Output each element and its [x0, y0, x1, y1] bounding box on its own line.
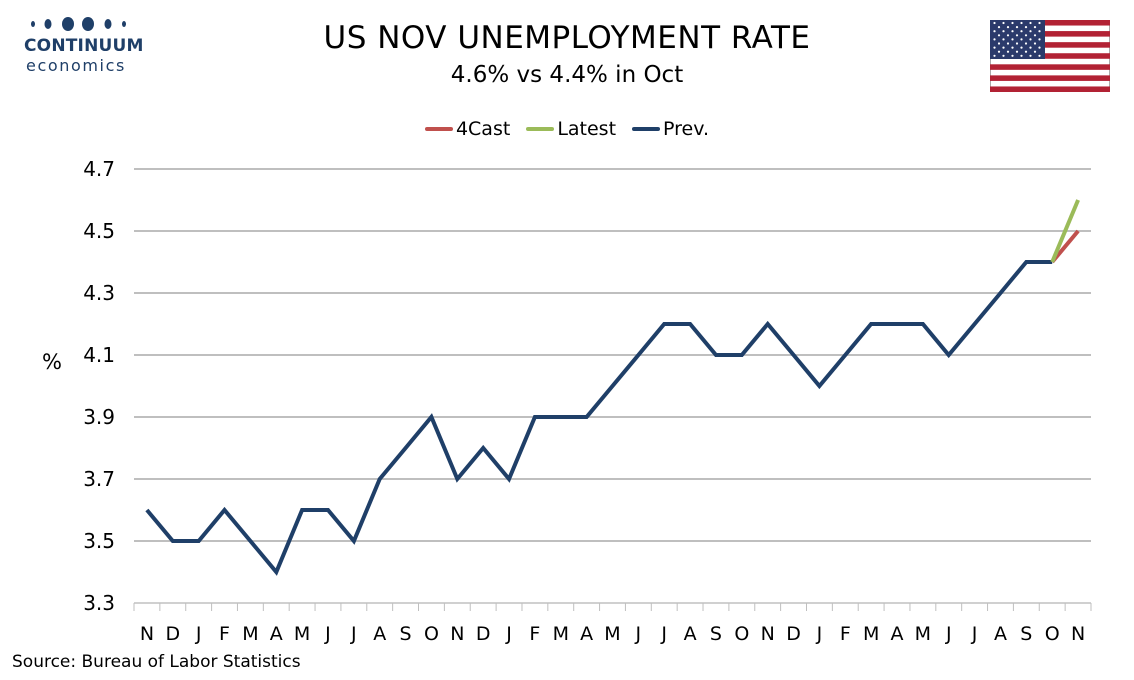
x-tick-label: N	[1071, 623, 1085, 645]
logo-subtitle: economics	[26, 56, 126, 75]
x-tick-label: J	[945, 623, 952, 645]
x-tick-label: M	[863, 623, 879, 645]
x-tick-label: M	[915, 623, 931, 645]
x-tick-label: F	[840, 623, 851, 645]
x-tick-label: A	[373, 623, 386, 645]
source-note: Source: Bureau of Labor Statistics	[12, 652, 301, 672]
x-tick-label: N	[450, 623, 464, 645]
y-tick-label: 4.3	[83, 281, 115, 305]
x-tick-label: S	[1020, 623, 1032, 645]
legend-swatch-4cast	[424, 127, 453, 131]
chart-subtitle: 4.6% vs 4.4% in Oct	[450, 62, 684, 88]
x-tick-label: O	[424, 623, 439, 645]
x-tick-label: J	[660, 623, 667, 645]
series-lines	[145, 199, 1080, 576]
x-tick-label: A	[891, 623, 904, 645]
x-tick-label: S	[710, 623, 722, 645]
y-tick-label: 3.7	[83, 467, 115, 491]
x-tick-label: O	[734, 623, 749, 645]
x-tick-label: D	[165, 623, 180, 645]
legend-swatch-prev	[632, 127, 661, 131]
series-line-latest	[1050, 199, 1080, 263]
x-tick-label: A	[994, 623, 1007, 645]
chart-legend: 4Cast Latest Prev.	[0, 118, 1134, 140]
x-tick-label: N	[761, 623, 775, 645]
legend-label-prev: Prev.	[663, 118, 710, 140]
logo-name: CONTINUUM	[24, 36, 144, 56]
legend-item-4cast: 4Cast	[424, 118, 511, 140]
x-tick-label: J	[505, 623, 512, 645]
legend-item-prev: Prev.	[632, 118, 709, 140]
legend-label-4cast: 4Cast	[455, 118, 511, 140]
legend-swatch-latest	[526, 127, 555, 131]
chart-title: US NOV UNEMPLOYMENT RATE	[323, 20, 811, 56]
legend-label-latest: Latest	[557, 118, 617, 140]
series-line-prev	[145, 260, 1053, 576]
x-tick-label: S	[400, 623, 412, 645]
y-axis-label: %	[42, 350, 62, 374]
x-tick-label: J	[816, 623, 823, 645]
x-tick-label: J	[971, 623, 978, 645]
x-tick-label: F	[529, 623, 540, 645]
legend-item-latest: Latest	[526, 118, 616, 140]
x-tick-label: M	[242, 623, 258, 645]
x-tick-label: J	[195, 623, 202, 645]
logo-dots-icon	[31, 17, 126, 31]
x-tick-label: A	[270, 623, 283, 645]
x-tick-label: O	[1045, 623, 1060, 645]
y-tick-label: 4.5	[83, 219, 115, 243]
x-tick-label: A	[580, 623, 593, 645]
continuum-economics-logo: CONTINUUM economics	[10, 14, 143, 78]
y-tick-label: 4.1	[83, 343, 115, 367]
x-tick-label: J	[350, 623, 357, 645]
x-tick-label: F	[219, 623, 230, 645]
x-tick-label: J	[324, 623, 331, 645]
x-tick-label: J	[635, 623, 642, 645]
grid-lines	[134, 168, 1091, 604]
x-tick-label: D	[476, 623, 491, 645]
y-tick-label: 3.3	[83, 591, 115, 615]
x-tick-label: M	[294, 623, 310, 645]
us-flag-icon	[990, 20, 1110, 92]
x-tick-label: N	[140, 623, 154, 645]
x-tick-label: M	[604, 623, 620, 645]
x-tick-label: A	[684, 623, 697, 645]
x-tick-label: D	[786, 623, 801, 645]
y-axis-ticks: 4.7 4.5 4.3 4.1 3.9 3.7 3.5 3.3	[83, 157, 115, 615]
y-tick-label: 3.9	[83, 405, 115, 429]
x-tick-label: M	[553, 623, 569, 645]
y-tick-label: 4.7	[83, 157, 115, 181]
y-tick-label: 3.5	[83, 529, 115, 553]
